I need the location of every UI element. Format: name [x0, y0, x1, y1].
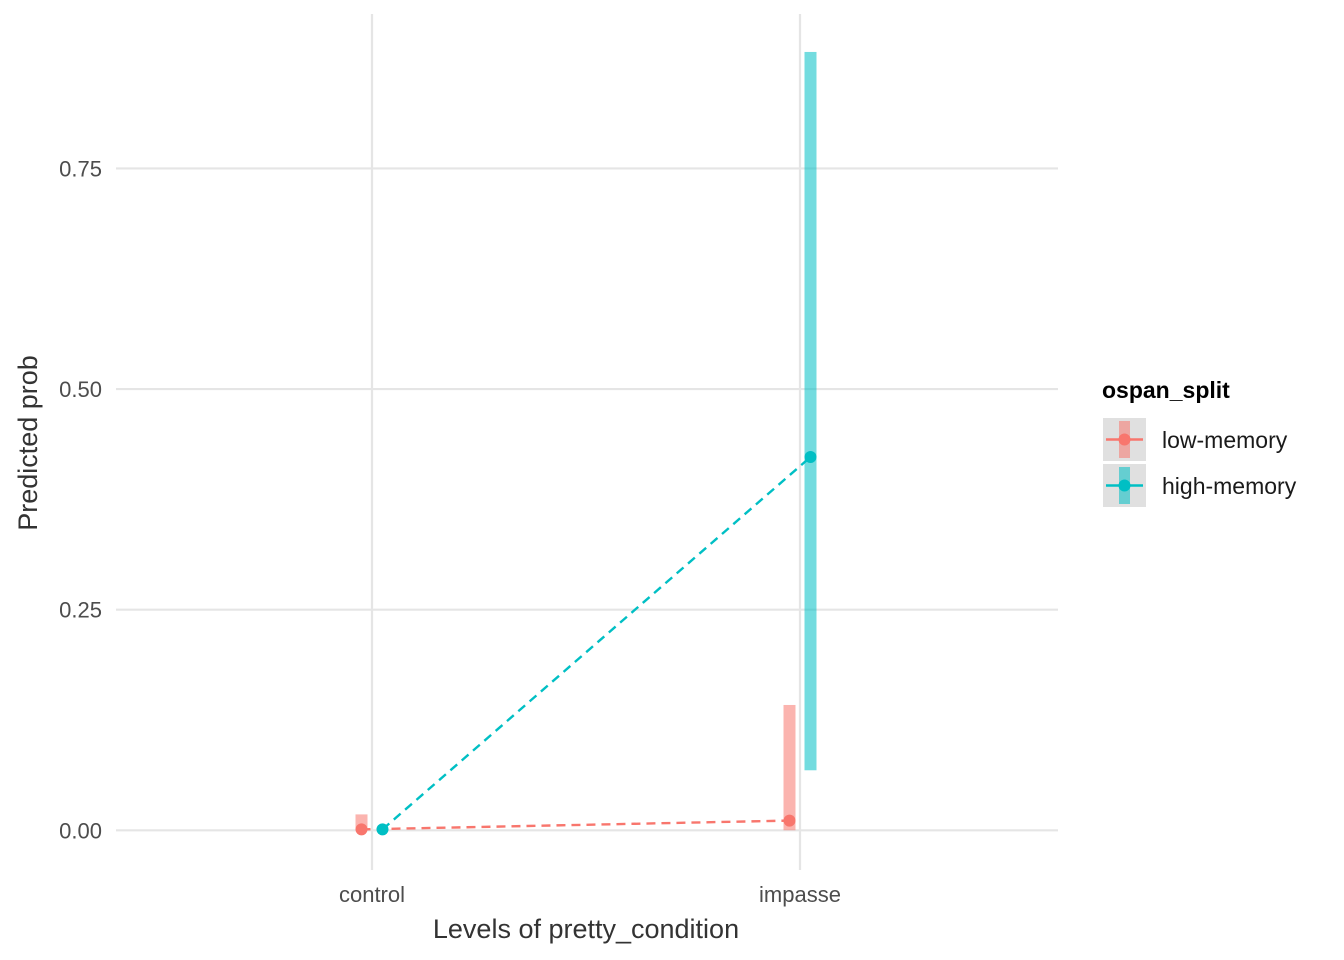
- series-lines: [361, 456, 812, 831]
- x-axis-title: Levels of pretty_condition: [433, 914, 739, 944]
- legend-items: low-memory high-memory: [1103, 418, 1297, 507]
- point-high-memory: [804, 451, 817, 464]
- y-axis-title: Predicted prob: [13, 355, 43, 531]
- confidence-intervals: [355, 51, 817, 831]
- legend-title: ospan_split: [1102, 377, 1230, 403]
- grid-lines: [116, 14, 1058, 870]
- line-high-memory: [381, 456, 812, 831]
- legend-key-point: [1118, 479, 1131, 492]
- legend-key-point: [1118, 433, 1131, 446]
- x-tick-label: control: [339, 882, 405, 907]
- point-high-memory: [376, 823, 389, 836]
- legend-label: high-memory: [1162, 473, 1297, 499]
- point-low-memory: [355, 823, 368, 836]
- y-tick-label: 0.25: [59, 598, 102, 623]
- line-low-memory: [361, 819, 790, 831]
- ci-bar-low-memory: [783, 704, 796, 831]
- y-tick-label: 0.00: [59, 818, 102, 843]
- series-points: [355, 451, 817, 836]
- x-axis-ticks: control impasse: [339, 882, 841, 907]
- x-tick-label: impasse: [759, 882, 841, 907]
- y-tick-label: 0.75: [59, 156, 102, 181]
- y-axis-ticks: 0.00 0.25 0.50 0.75: [59, 156, 102, 843]
- legend: ospan_split low-memory high-memory: [1102, 377, 1297, 507]
- ci-bar-high-memory: [804, 51, 817, 771]
- legend-label: low-memory: [1162, 427, 1288, 453]
- point-low-memory: [783, 814, 796, 827]
- y-tick-label: 0.50: [59, 377, 102, 402]
